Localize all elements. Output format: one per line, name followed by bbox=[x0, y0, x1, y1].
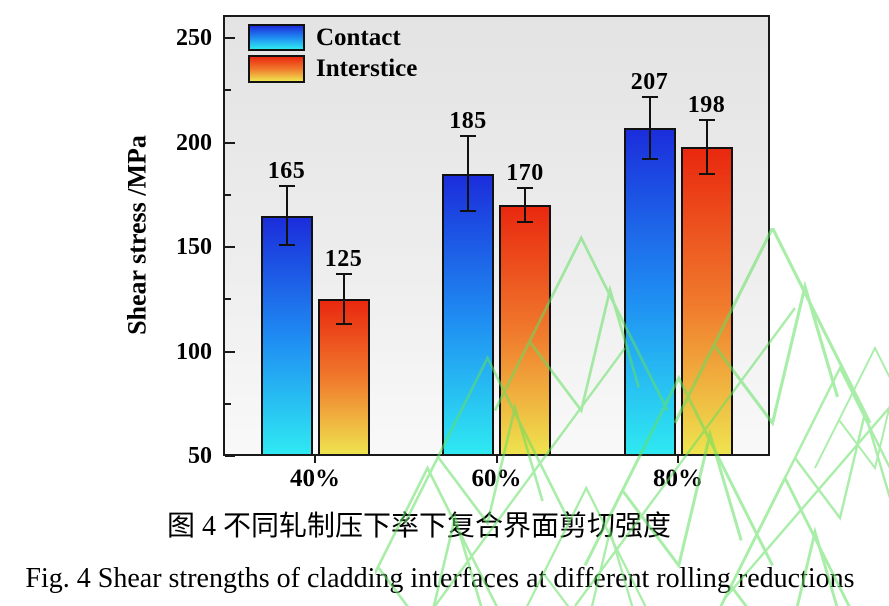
error-bar-line bbox=[285, 186, 288, 245]
y-major-tick bbox=[225, 141, 235, 144]
error-bar-cap-bottom bbox=[335, 323, 352, 326]
y-minor-tick bbox=[225, 402, 231, 405]
error-bar-line bbox=[705, 119, 708, 174]
error-bar-line bbox=[648, 96, 651, 160]
bar-interstice-60% bbox=[499, 205, 551, 456]
error-bar-cap-bottom bbox=[517, 220, 533, 223]
y-tick-label: 50 bbox=[188, 443, 212, 469]
y-major-tick bbox=[225, 350, 235, 353]
y-tick-label: 200 bbox=[176, 129, 212, 156]
plot-area: 165 185 207 125 170 198 bbox=[223, 15, 770, 457]
x-tick-label: 80% bbox=[653, 465, 703, 492]
y-minor-tick bbox=[225, 193, 231, 196]
legend-label-interstice: Interstice bbox=[316, 55, 418, 82]
caption-english: Fig. 4 Shear strengths of cladding inter… bbox=[25, 563, 855, 594]
y-major-tick bbox=[225, 246, 235, 248]
y-major-tick bbox=[225, 37, 235, 39]
caption-chinese: 图 4 不同轧制压下率下复合界面剪切强度 bbox=[166, 511, 671, 542]
bar-interstice-80% bbox=[680, 146, 733, 456]
bar-value-label: 198 bbox=[687, 91, 726, 118]
legend-swatch-interstice bbox=[248, 55, 305, 83]
x-tick-label: 60% bbox=[471, 465, 522, 492]
error-bar-line bbox=[467, 136, 469, 212]
error-bar-cap-bottom bbox=[278, 243, 295, 246]
legend-label-contact: Contact bbox=[316, 24, 401, 51]
error-bar-cap-top bbox=[698, 118, 715, 121]
bar-value-label: 165 bbox=[267, 158, 306, 185]
y-minor-tick bbox=[225, 298, 231, 301]
error-bar-line bbox=[524, 188, 526, 222]
error-bar-cap-top bbox=[278, 185, 295, 188]
bar-value-label: 170 bbox=[506, 160, 544, 187]
error-bar-cap-bottom bbox=[698, 172, 715, 175]
error-bar-cap-bottom bbox=[460, 210, 476, 213]
x-tick bbox=[677, 456, 679, 463]
error-bar-cap-top bbox=[641, 95, 658, 98]
bar-value-label: 207 bbox=[630, 68, 669, 95]
y-major-tick bbox=[225, 455, 235, 457]
legend-swatch-contact bbox=[248, 24, 305, 51]
y-tick-label: 100 bbox=[176, 338, 212, 365]
bar-contact-60% bbox=[442, 173, 494, 456]
error-bar-cap-top bbox=[335, 273, 352, 276]
x-tick bbox=[314, 456, 316, 463]
error-bar-cap-top bbox=[460, 135, 476, 138]
y-tick-label: 250 bbox=[176, 25, 212, 51]
error-bar-line bbox=[342, 274, 345, 325]
bar-contact-40% bbox=[260, 215, 313, 456]
bar-value-label: 185 bbox=[449, 108, 487, 135]
error-bar-cap-bottom bbox=[641, 158, 658, 161]
bar-value-label: 125 bbox=[324, 246, 363, 273]
bar-contact-80% bbox=[623, 127, 676, 456]
x-tick-label: 40% bbox=[290, 465, 340, 492]
y-tick-label: 150 bbox=[176, 234, 212, 260]
error-bar-cap-top bbox=[517, 187, 533, 190]
x-tick bbox=[495, 456, 498, 463]
y-minor-tick bbox=[225, 89, 231, 92]
